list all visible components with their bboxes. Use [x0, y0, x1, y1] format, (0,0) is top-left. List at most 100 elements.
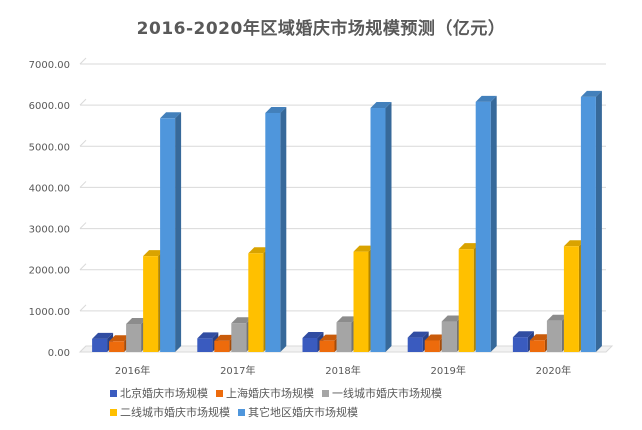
legend-swatch — [110, 389, 117, 397]
x-tick-label: 2017年 — [220, 364, 255, 377]
bar-top — [319, 334, 341, 341]
bar-side — [280, 106, 287, 353]
x-tick-label: 2019年 — [430, 364, 465, 377]
bar-top — [248, 247, 270, 254]
bar-top — [407, 331, 429, 338]
bar-front — [319, 340, 335, 352]
bar — [336, 316, 358, 352]
bar-top — [126, 318, 148, 325]
bar-top — [370, 102, 392, 109]
bar-front — [126, 324, 142, 352]
gridline-depth — [79, 222, 87, 229]
gridline-depth — [79, 181, 87, 188]
bar — [580, 90, 602, 353]
bar-front — [353, 251, 369, 352]
bar-front — [92, 338, 108, 352]
legend-swatch — [110, 408, 117, 416]
chart-title: 2016-2020年区域婚庆市场规模预测（亿元） — [136, 19, 506, 39]
x-tick-label: 2020年 — [536, 364, 571, 377]
bar-front — [370, 108, 386, 352]
bar-side — [385, 102, 392, 352]
bar-front — [214, 340, 230, 352]
bar — [475, 95, 497, 352]
y-tick-label: 0.00 — [48, 348, 70, 359]
bar-front — [109, 341, 125, 352]
gridline-depth — [79, 263, 87, 271]
bar-front — [336, 322, 352, 352]
bar-top — [512, 331, 534, 338]
legend-label: 北京婚庆市场规模 — [120, 387, 208, 400]
y-tick-label: 3000.00 — [29, 225, 70, 236]
bar-top — [336, 316, 358, 323]
legend-label: 一线城市婚庆市场规模 — [332, 387, 442, 400]
bar-front — [441, 321, 457, 352]
bar-front — [529, 340, 545, 352]
bar-front — [197, 338, 213, 352]
bar-front — [580, 96, 596, 353]
legend-label: 上海婚庆市场规模 — [226, 387, 314, 400]
bar-top — [563, 240, 585, 247]
legend-label: 其它地区婚庆市场规模 — [248, 406, 358, 419]
bar-top — [109, 335, 131, 342]
legend-row: 二线城市婚庆市场规模 其它地区婚庆市场规模 — [110, 404, 570, 420]
y-tick-label: 7000.00 — [29, 60, 70, 71]
bar-top — [475, 95, 497, 102]
x-tick-label: 2018年 — [325, 364, 360, 377]
bar-top — [458, 243, 480, 250]
gridline-depth — [79, 98, 87, 106]
legend-row: 北京婚庆市场规模 上海婚庆市场规模 一线城市婚庆市场规模 — [110, 385, 570, 401]
bar-top — [143, 250, 165, 257]
gridline-depth — [79, 304, 87, 312]
bar-front — [265, 112, 281, 353]
x-tick-label: 2016年 — [115, 364, 150, 377]
y-tick-label: 5000.00 — [29, 142, 70, 153]
bar-top — [197, 332, 219, 339]
legend-label: 二线城市婚庆市场规模 — [120, 406, 230, 419]
bar-side — [175, 112, 182, 353]
gridline-depth — [79, 139, 87, 147]
bar-side — [490, 95, 497, 352]
chart-plot-area: 0.00 1000.00 2000.00 3000.00 4000.00 5000.00 6… — [29, 57, 614, 377]
y-tick-label: 1000.00 — [29, 307, 70, 318]
bar-front — [231, 323, 247, 352]
bar-front — [546, 320, 562, 352]
bar-front — [248, 253, 264, 352]
bar-front — [424, 340, 440, 352]
bar-front — [563, 246, 579, 352]
bar-top — [546, 314, 568, 321]
bar-top — [353, 245, 375, 252]
bar-front — [160, 118, 176, 353]
bar-front — [458, 249, 474, 352]
bar-front — [512, 337, 528, 352]
bar — [265, 106, 287, 353]
bar-front — [475, 101, 491, 352]
legend-item: 二线城市婚庆市场规模 — [110, 404, 230, 420]
bar-top — [92, 332, 114, 339]
legend-swatch — [216, 389, 223, 397]
bar — [370, 102, 392, 352]
bar-side — [595, 90, 602, 353]
bar-front — [302, 338, 318, 352]
y-tick-label: 2000.00 — [29, 266, 70, 277]
legend-item: 上海婚庆市场规模 — [216, 385, 314, 401]
bar-top — [580, 90, 602, 97]
bar-top — [302, 332, 324, 339]
bar-top — [231, 317, 253, 324]
gridline-depth — [79, 57, 87, 65]
legend-item: 北京婚庆市场规模 — [110, 385, 208, 401]
bar — [160, 112, 182, 353]
chart-legend: 北京婚庆市场规模 上海婚庆市场规模 一线城市婚庆市场规模 二线城市婚庆市场规模 其它地… — [110, 385, 570, 423]
bar-top — [424, 334, 446, 341]
bar-front — [407, 337, 423, 352]
legend-swatch — [238, 408, 245, 416]
legend-swatch — [322, 389, 329, 397]
bar-front — [143, 256, 159, 352]
bar-top — [160, 112, 182, 119]
bar-top — [265, 106, 287, 113]
bar-top — [529, 334, 551, 341]
bar-top — [441, 315, 463, 322]
legend-item: 其它地区婚庆市场规模 — [238, 404, 358, 420]
y-tick-label: 6000.00 — [29, 101, 70, 112]
legend-item: 一线城市婚庆市场规模 — [322, 385, 442, 401]
